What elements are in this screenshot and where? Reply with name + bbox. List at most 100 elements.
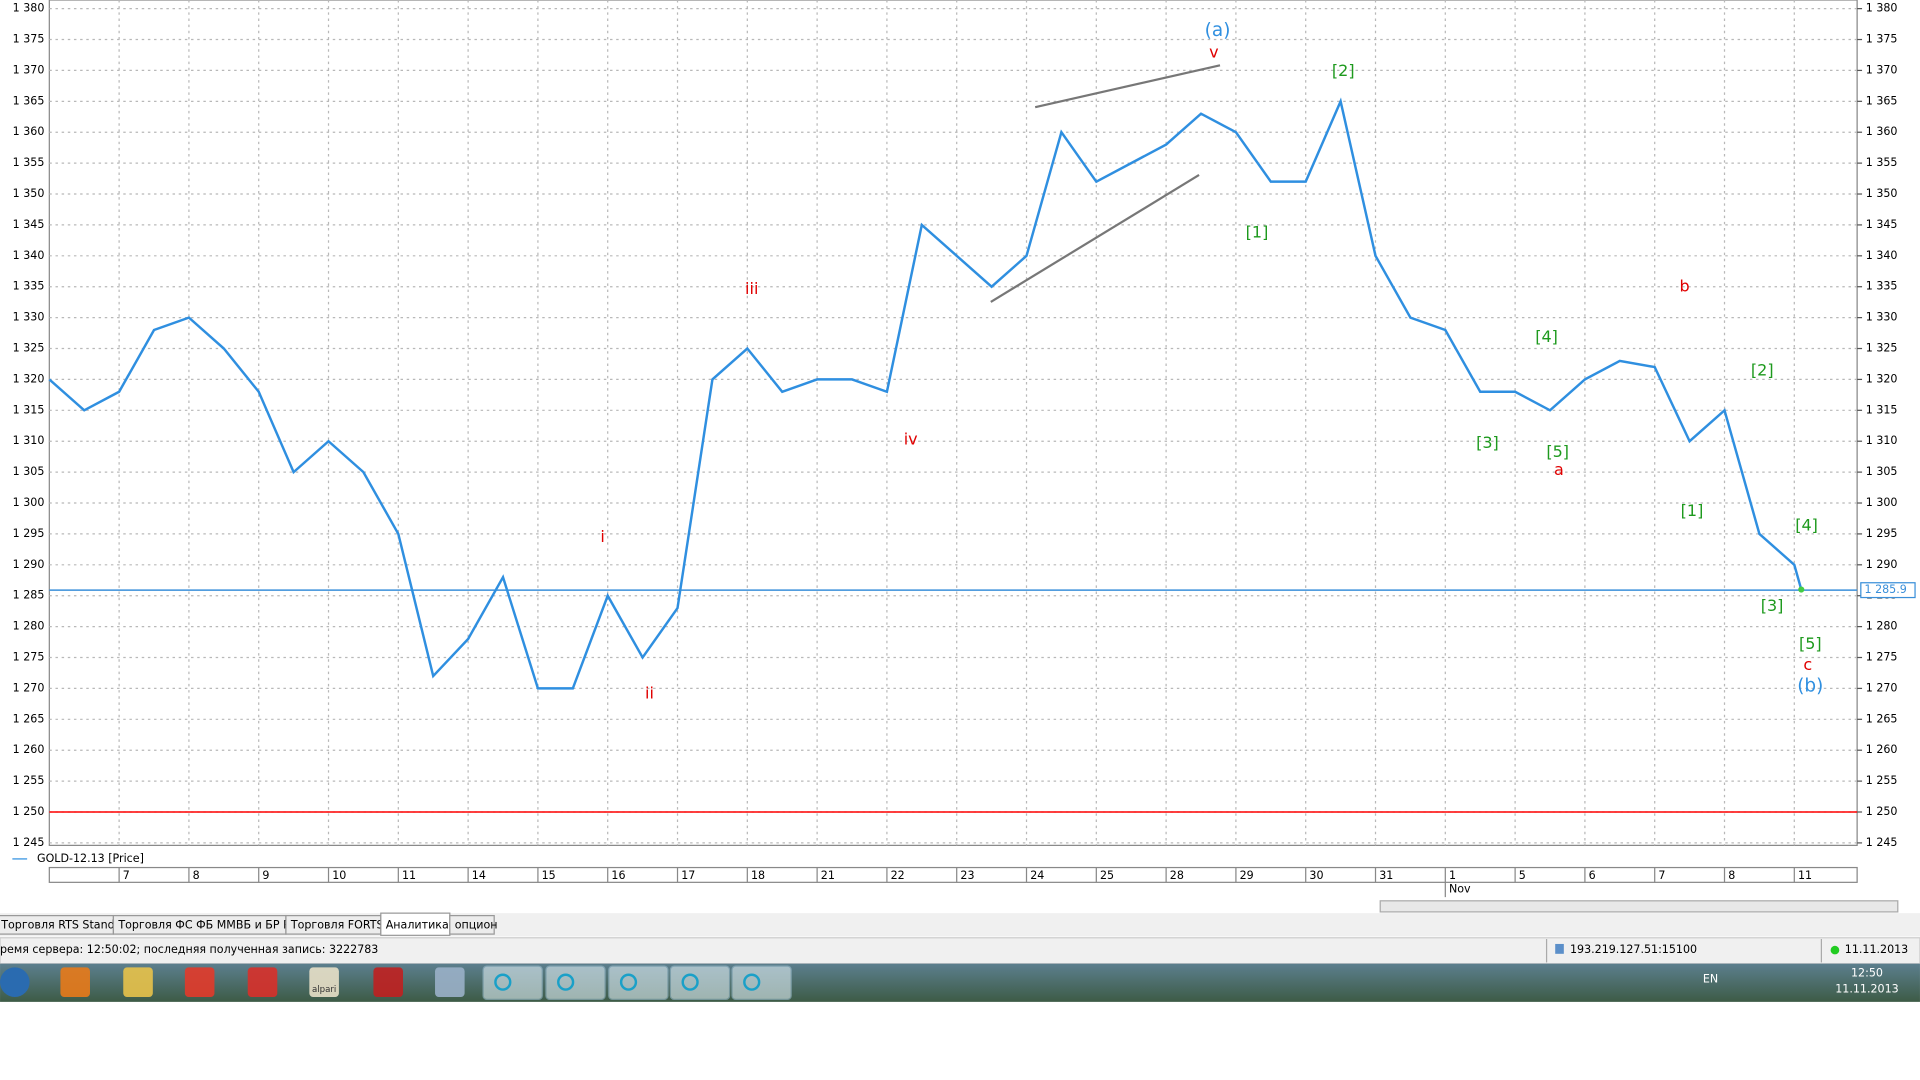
y-tick-label: 1 275 bbox=[13, 651, 45, 664]
status-address: 193.219.127.51:15100 bbox=[1570, 943, 1697, 956]
taskbar-icon[interactable] bbox=[435, 967, 465, 997]
x-tick-label: 25 bbox=[1100, 869, 1114, 882]
y-tick-label: 1 320 bbox=[13, 372, 45, 385]
taskbar-icon[interactable] bbox=[60, 967, 90, 997]
taskbar-icon[interactable] bbox=[309, 967, 339, 997]
y-tick-label: 1 245 bbox=[1866, 836, 1898, 849]
y-tick-label: 1 310 bbox=[13, 434, 45, 447]
tab-label: Торговля ФС ФБ ММВБ и БР РТС bbox=[117, 918, 304, 931]
month-label: Nov bbox=[1449, 883, 1471, 896]
x-tick-label: 23 bbox=[960, 869, 974, 882]
x-tick-label: 22 bbox=[891, 869, 905, 882]
price-line bbox=[48, 97, 1803, 690]
x-tick-label: 9 bbox=[262, 869, 269, 882]
x-tick-label: 16 bbox=[611, 869, 625, 882]
x-tick-label: 18 bbox=[751, 869, 765, 882]
start-button[interactable] bbox=[0, 967, 30, 997]
wave-label: [4] bbox=[1535, 327, 1558, 346]
x-tick-label: 11 bbox=[402, 869, 416, 882]
status-led bbox=[1830, 945, 1840, 955]
x-tick-label: 29 bbox=[1240, 869, 1254, 882]
wave-label: ii bbox=[645, 683, 654, 702]
taskbar-button[interactable] bbox=[545, 965, 606, 1001]
y-tick-label: 1 280 bbox=[1866, 620, 1898, 633]
app-icon bbox=[557, 973, 575, 991]
y-tick-label: 1 315 bbox=[13, 403, 45, 416]
y-tick-label: 1 355 bbox=[13, 156, 45, 169]
taskbar-icon[interactable] bbox=[247, 967, 278, 997]
y-tick-label: 1 370 bbox=[1866, 63, 1898, 76]
wave-label: (b) bbox=[1797, 675, 1823, 696]
y-tick-label: 1 300 bbox=[13, 496, 45, 509]
x-tick-label: 6 bbox=[1589, 869, 1596, 882]
y-tick-label: 1 290 bbox=[1866, 558, 1898, 571]
y-tick-label: 1 260 bbox=[13, 743, 45, 756]
y-tick-label: 1 305 bbox=[13, 465, 45, 478]
trend-line bbox=[990, 174, 1200, 303]
taskbar-button[interactable] bbox=[608, 965, 669, 1001]
tab-label: опцион bbox=[455, 918, 498, 931]
y-tick-label: 1 255 bbox=[13, 774, 45, 787]
scrollbar[interactable] bbox=[1379, 900, 1899, 913]
taskbar-button[interactable] bbox=[731, 965, 792, 1001]
y-tick-label: 1 365 bbox=[1866, 94, 1898, 107]
wave-label: [2] bbox=[1332, 61, 1355, 80]
wave-label: [3] bbox=[1761, 596, 1784, 615]
y-tick-label: 1 375 bbox=[13, 33, 45, 46]
y-tick-label: 1 270 bbox=[13, 681, 45, 694]
y-tick-label: 1 305 bbox=[1866, 465, 1898, 478]
tab-label: Торговля RTS Standard bbox=[0, 918, 133, 931]
y-tick-label: 1 345 bbox=[1866, 218, 1898, 231]
y-tick-label: 1 260 bbox=[1866, 743, 1898, 756]
y-tick-label: 1 370 bbox=[13, 63, 45, 76]
y-tick-label: 1 335 bbox=[1866, 280, 1898, 293]
wave-label: (a) bbox=[1205, 20, 1231, 41]
y-tick-label: 1 355 bbox=[1866, 156, 1898, 169]
taskbar-button[interactable] bbox=[482, 965, 543, 1001]
y-tick-label: 1 275 bbox=[1866, 651, 1898, 664]
y-tick-label: 1 250 bbox=[1866, 805, 1898, 818]
x-axis-strip bbox=[48, 866, 1858, 883]
y-tick-label: 1 340 bbox=[1866, 249, 1898, 262]
y-tick-label: 1 360 bbox=[1866, 125, 1898, 138]
tab[interactable] bbox=[449, 914, 495, 935]
x-tick-label: 11 bbox=[1798, 869, 1812, 882]
taskbar-icon[interactable] bbox=[184, 967, 215, 997]
taskbar-button[interactable] bbox=[669, 965, 731, 1001]
y-tick-label: 1 350 bbox=[13, 187, 45, 200]
wave-label: b bbox=[1680, 277, 1690, 296]
x-tick-label: 1 bbox=[1449, 869, 1456, 882]
y-tick-label: 1 310 bbox=[1866, 434, 1898, 447]
x-tick-label: 15 bbox=[542, 869, 556, 882]
y-tick-label: 1 330 bbox=[13, 311, 45, 324]
x-tick-label: 17 bbox=[681, 869, 695, 882]
wave-label: [3] bbox=[1476, 433, 1499, 452]
x-tick-label: 8 bbox=[193, 869, 200, 882]
y-tick-label: 1 380 bbox=[1866, 2, 1898, 15]
status-server: ремя сервера: 12:50:02; последняя получе… bbox=[0, 943, 378, 956]
wave-label: iv bbox=[904, 429, 918, 448]
wave-label: [1] bbox=[1246, 222, 1269, 241]
y-tick-label: 1 320 bbox=[1866, 372, 1898, 385]
y-tick-label: 1 295 bbox=[1866, 527, 1898, 540]
taskbar-icon[interactable] bbox=[123, 967, 153, 997]
wave-label: a bbox=[1554, 460, 1564, 479]
clock-date: 11.11.2013 bbox=[1835, 983, 1898, 996]
wave-label: i bbox=[600, 527, 604, 546]
taskbar-icon[interactable] bbox=[373, 967, 403, 997]
x-tick-label: 5 bbox=[1519, 869, 1526, 882]
x-tick-label: 14 bbox=[472, 869, 486, 882]
tab-label: Аналитика bbox=[386, 918, 449, 931]
taskbar bbox=[0, 963, 1920, 1002]
x-tick-label: 21 bbox=[821, 869, 835, 882]
x-tick-label: 28 bbox=[1170, 869, 1184, 882]
app-icon bbox=[619, 973, 638, 991]
y-tick-label: 1 265 bbox=[13, 712, 45, 725]
plot-area bbox=[48, 0, 1858, 846]
trend-line bbox=[1034, 64, 1221, 109]
y-tick-label: 1 315 bbox=[1866, 403, 1898, 416]
x-tick-label: 7 bbox=[123, 869, 130, 882]
price-label: 1 285.9 bbox=[1865, 583, 1907, 596]
